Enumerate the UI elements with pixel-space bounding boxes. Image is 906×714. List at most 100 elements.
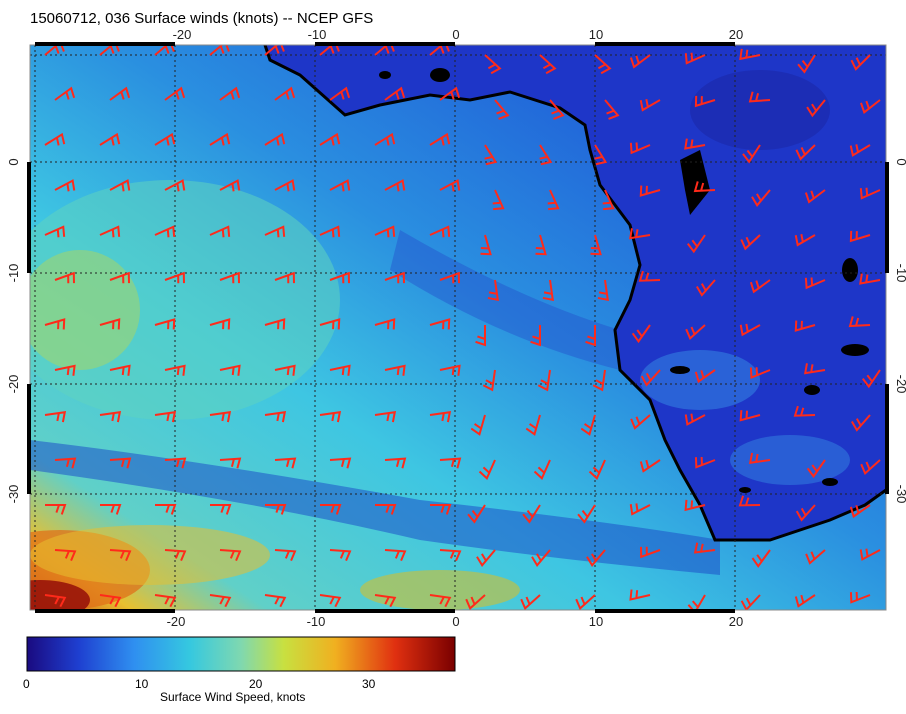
wind-barb [329, 271, 350, 284]
wind-barb [429, 594, 452, 608]
map-border-bars [27, 42, 889, 613]
wind-barb [164, 549, 187, 561]
lon-label: 0 [452, 614, 459, 629]
wind-barb [597, 279, 609, 302]
wind-barb [374, 318, 396, 330]
wind-barb [797, 54, 816, 74]
wind-barb [794, 320, 816, 332]
wind-barb [590, 234, 602, 256]
wind-barb [848, 316, 871, 328]
lat-label: 0 [894, 158, 906, 165]
wind-barb [209, 594, 232, 608]
wind-barb [739, 410, 761, 422]
wind-barb [592, 369, 606, 392]
lat-labels-left: 0 -10 -20 -30 [6, 158, 21, 503]
wind-barb [219, 549, 242, 561]
lat-label: -10 [894, 264, 906, 283]
lon-label: 20 [729, 27, 743, 42]
wind-barb [849, 504, 871, 519]
wind-barb [274, 457, 297, 469]
lon-label: 10 [589, 614, 603, 629]
wind-barb [465, 594, 486, 610]
wind-barb [429, 318, 451, 330]
wind-barb [99, 225, 121, 238]
wind-barb [209, 132, 231, 146]
wind-barb [539, 54, 557, 75]
wind-barb [54, 364, 76, 376]
wind-barb [484, 54, 502, 75]
wind-barb [478, 459, 496, 480]
wind-barb [109, 271, 130, 284]
wind-barb [429, 225, 451, 238]
wind-barb [639, 98, 661, 112]
wind-barb [748, 452, 771, 464]
wind-barb [693, 542, 716, 554]
wind-barb [54, 549, 77, 561]
wind-barb [154, 132, 176, 146]
wind-barb [542, 279, 554, 302]
wind-barb [210, 504, 232, 515]
wind-barb [430, 504, 452, 515]
wind-barb [264, 318, 286, 330]
wind-barb [54, 457, 77, 469]
colorbar-tick: 0 [23, 677, 30, 691]
wind-barb [806, 459, 826, 479]
wind-barb [694, 95, 716, 108]
wind-barb [484, 144, 498, 166]
wind-barb [588, 459, 606, 480]
wind-barb [547, 189, 560, 211]
wind-barb [384, 457, 407, 469]
wind-barb [109, 549, 132, 561]
wind-barb [480, 234, 492, 256]
wind-barb [494, 99, 510, 120]
wind-barb [429, 132, 451, 146]
wind-barb [539, 144, 553, 166]
wind-barb [109, 86, 131, 101]
wind-barb [586, 549, 606, 568]
wind-barb [685, 324, 706, 341]
wind-barb [640, 546, 661, 559]
wind-barb [219, 179, 241, 192]
wind-barb [164, 457, 187, 469]
wind-barb [594, 144, 608, 166]
wind-barb [219, 86, 241, 101]
wind-barb [849, 230, 871, 243]
wind-barb [109, 457, 132, 469]
wind-barb [44, 45, 65, 56]
wind-barb [384, 549, 407, 561]
wind-barb [99, 318, 121, 330]
lat-label: -20 [6, 375, 21, 394]
wind-barb [219, 457, 242, 469]
wind-barb [805, 549, 826, 565]
wind-barb [684, 413, 706, 426]
wind-barb [219, 271, 240, 284]
wind-barb [794, 233, 816, 247]
wind-barb [154, 411, 177, 423]
wind-barb [850, 414, 871, 432]
wind-barb [209, 318, 231, 330]
wind-barb [684, 52, 706, 65]
wind-barb [575, 594, 596, 610]
wind-barb [439, 457, 462, 469]
wind-barb [209, 225, 231, 238]
wind-barb [164, 271, 185, 284]
wind-barb [319, 318, 341, 330]
wind-barb [751, 549, 771, 568]
wind-barb [749, 367, 771, 379]
wind-barb [860, 99, 881, 114]
lon-labels-top: -20 -10 0 10 20 [173, 27, 744, 42]
wind-barb [793, 405, 816, 417]
colorbar-label: Surface Wind Speed, knots [160, 690, 306, 704]
wind-barbs [44, 45, 881, 610]
wind-barb [748, 91, 771, 103]
wind-barb [374, 225, 396, 238]
wind-barb [859, 548, 881, 561]
wind-barb [219, 364, 241, 376]
wind-barb [475, 325, 486, 347]
wind-barb [264, 225, 286, 238]
wind-barb [487, 279, 499, 302]
wind-barb [738, 495, 761, 507]
lat-label: -30 [894, 485, 906, 504]
wind-barb [740, 234, 761, 251]
wind-barb [739, 48, 761, 61]
